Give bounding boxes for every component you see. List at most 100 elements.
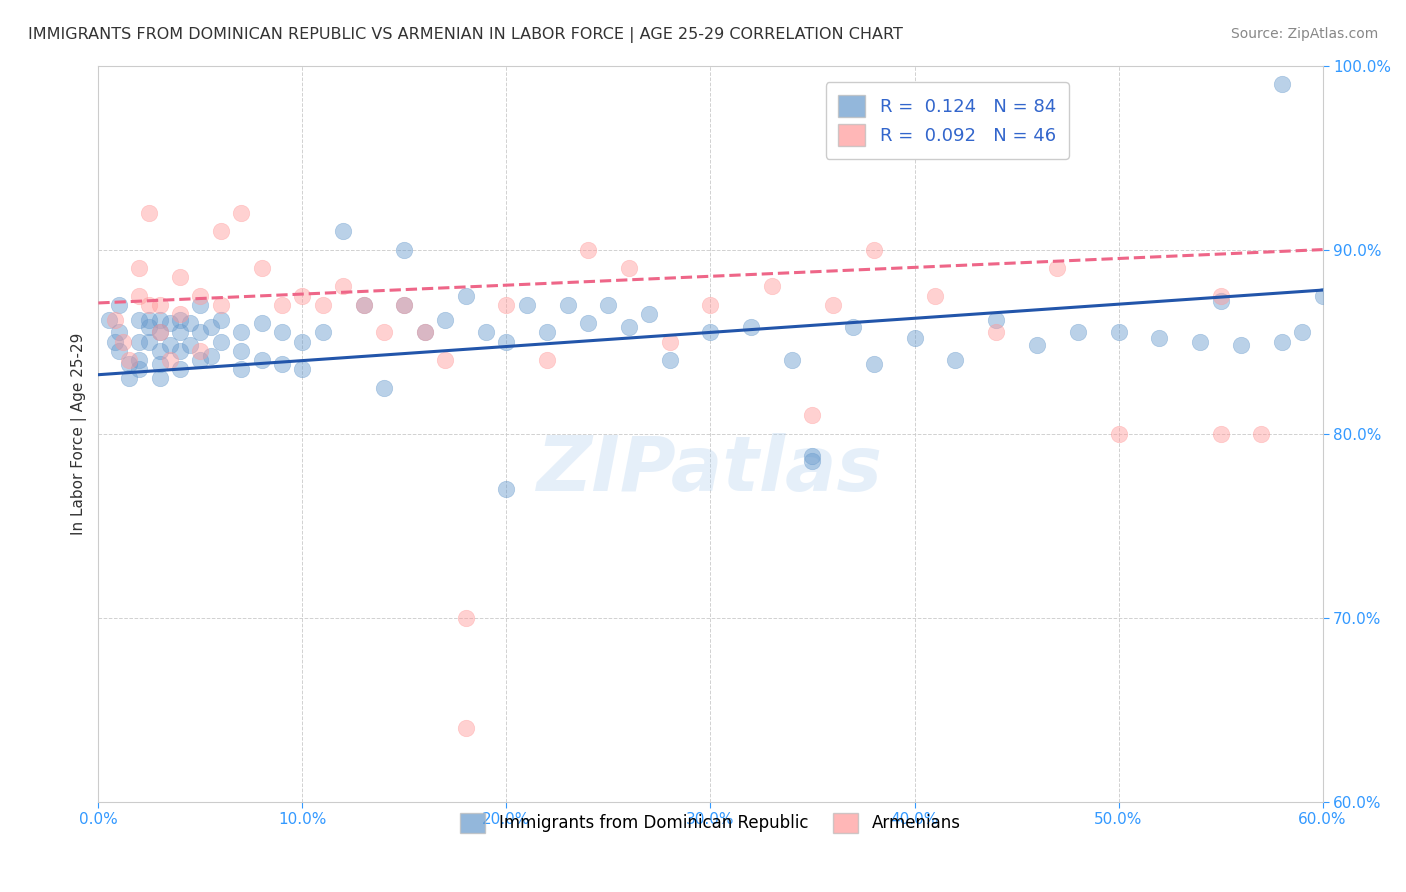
Point bbox=[353, 298, 375, 312]
Point bbox=[107, 326, 129, 340]
Point bbox=[801, 454, 824, 468]
Point bbox=[903, 331, 925, 345]
Point bbox=[148, 298, 170, 312]
Point bbox=[516, 298, 538, 312]
Legend: Immigrants from Dominican Republic, Armenians: Immigrants from Dominican Republic, Arme… bbox=[449, 801, 972, 845]
Point bbox=[97, 312, 120, 326]
Point bbox=[1230, 338, 1253, 352]
Point bbox=[159, 316, 181, 330]
Point bbox=[454, 288, 477, 302]
Point bbox=[190, 288, 212, 302]
Point bbox=[291, 362, 314, 376]
Point bbox=[413, 326, 436, 340]
Point bbox=[128, 260, 150, 275]
Point bbox=[536, 353, 558, 368]
Point bbox=[128, 334, 150, 349]
Point bbox=[138, 319, 160, 334]
Point bbox=[231, 343, 253, 358]
Point bbox=[209, 334, 232, 349]
Point bbox=[1067, 326, 1090, 340]
Point bbox=[190, 298, 212, 312]
Point bbox=[200, 349, 222, 363]
Point bbox=[190, 326, 212, 340]
Point bbox=[169, 307, 191, 321]
Point bbox=[231, 362, 253, 376]
Point bbox=[148, 343, 170, 358]
Point bbox=[1108, 426, 1130, 441]
Point bbox=[138, 206, 160, 220]
Point bbox=[862, 357, 884, 371]
Point bbox=[842, 319, 865, 334]
Point bbox=[699, 326, 721, 340]
Point bbox=[312, 326, 335, 340]
Point bbox=[1312, 288, 1334, 302]
Point bbox=[617, 319, 640, 334]
Point bbox=[118, 353, 141, 368]
Point bbox=[1046, 260, 1069, 275]
Point bbox=[190, 343, 212, 358]
Point bbox=[209, 298, 232, 312]
Point bbox=[638, 307, 661, 321]
Point bbox=[250, 353, 273, 368]
Point bbox=[271, 298, 294, 312]
Point bbox=[128, 288, 150, 302]
Point bbox=[1108, 326, 1130, 340]
Point bbox=[200, 319, 222, 334]
Point bbox=[1271, 334, 1294, 349]
Point bbox=[169, 270, 191, 285]
Point bbox=[312, 298, 335, 312]
Point bbox=[271, 326, 294, 340]
Point bbox=[138, 334, 160, 349]
Point bbox=[373, 381, 395, 395]
Point bbox=[107, 298, 129, 312]
Point bbox=[1149, 331, 1171, 345]
Point bbox=[138, 298, 160, 312]
Point bbox=[801, 449, 824, 463]
Point bbox=[159, 353, 181, 368]
Point bbox=[1291, 326, 1313, 340]
Point bbox=[617, 260, 640, 275]
Point bbox=[454, 610, 477, 624]
Point bbox=[1209, 426, 1232, 441]
Point bbox=[148, 326, 170, 340]
Point bbox=[536, 326, 558, 340]
Point bbox=[104, 312, 127, 326]
Point bbox=[557, 298, 579, 312]
Text: IMMIGRANTS FROM DOMINICAN REPUBLIC VS ARMENIAN IN LABOR FORCE | AGE 25-29 CORREL: IMMIGRANTS FROM DOMINICAN REPUBLIC VS AR… bbox=[28, 27, 903, 43]
Point bbox=[291, 334, 314, 349]
Point bbox=[984, 312, 1007, 326]
Point bbox=[179, 316, 201, 330]
Text: Source: ZipAtlas.com: Source: ZipAtlas.com bbox=[1230, 27, 1378, 41]
Point bbox=[231, 206, 253, 220]
Point bbox=[454, 721, 477, 735]
Point bbox=[118, 371, 141, 385]
Text: ZIPatlas: ZIPatlas bbox=[537, 434, 883, 508]
Point bbox=[231, 326, 253, 340]
Point bbox=[943, 353, 966, 368]
Point bbox=[271, 357, 294, 371]
Point bbox=[761, 279, 783, 293]
Point bbox=[394, 298, 416, 312]
Point bbox=[111, 334, 134, 349]
Point bbox=[801, 408, 824, 422]
Point bbox=[394, 298, 416, 312]
Point bbox=[495, 482, 517, 496]
Point bbox=[169, 343, 191, 358]
Point bbox=[1026, 338, 1049, 352]
Point bbox=[984, 326, 1007, 340]
Point bbox=[148, 312, 170, 326]
Point bbox=[413, 326, 436, 340]
Point bbox=[434, 312, 457, 326]
Point bbox=[353, 298, 375, 312]
Point bbox=[394, 243, 416, 257]
Point bbox=[780, 353, 803, 368]
Point bbox=[699, 298, 721, 312]
Point bbox=[128, 362, 150, 376]
Point bbox=[495, 298, 517, 312]
Point bbox=[107, 343, 129, 358]
Point bbox=[495, 334, 517, 349]
Point bbox=[190, 353, 212, 368]
Point bbox=[169, 362, 191, 376]
Point bbox=[576, 243, 599, 257]
Point bbox=[159, 338, 181, 352]
